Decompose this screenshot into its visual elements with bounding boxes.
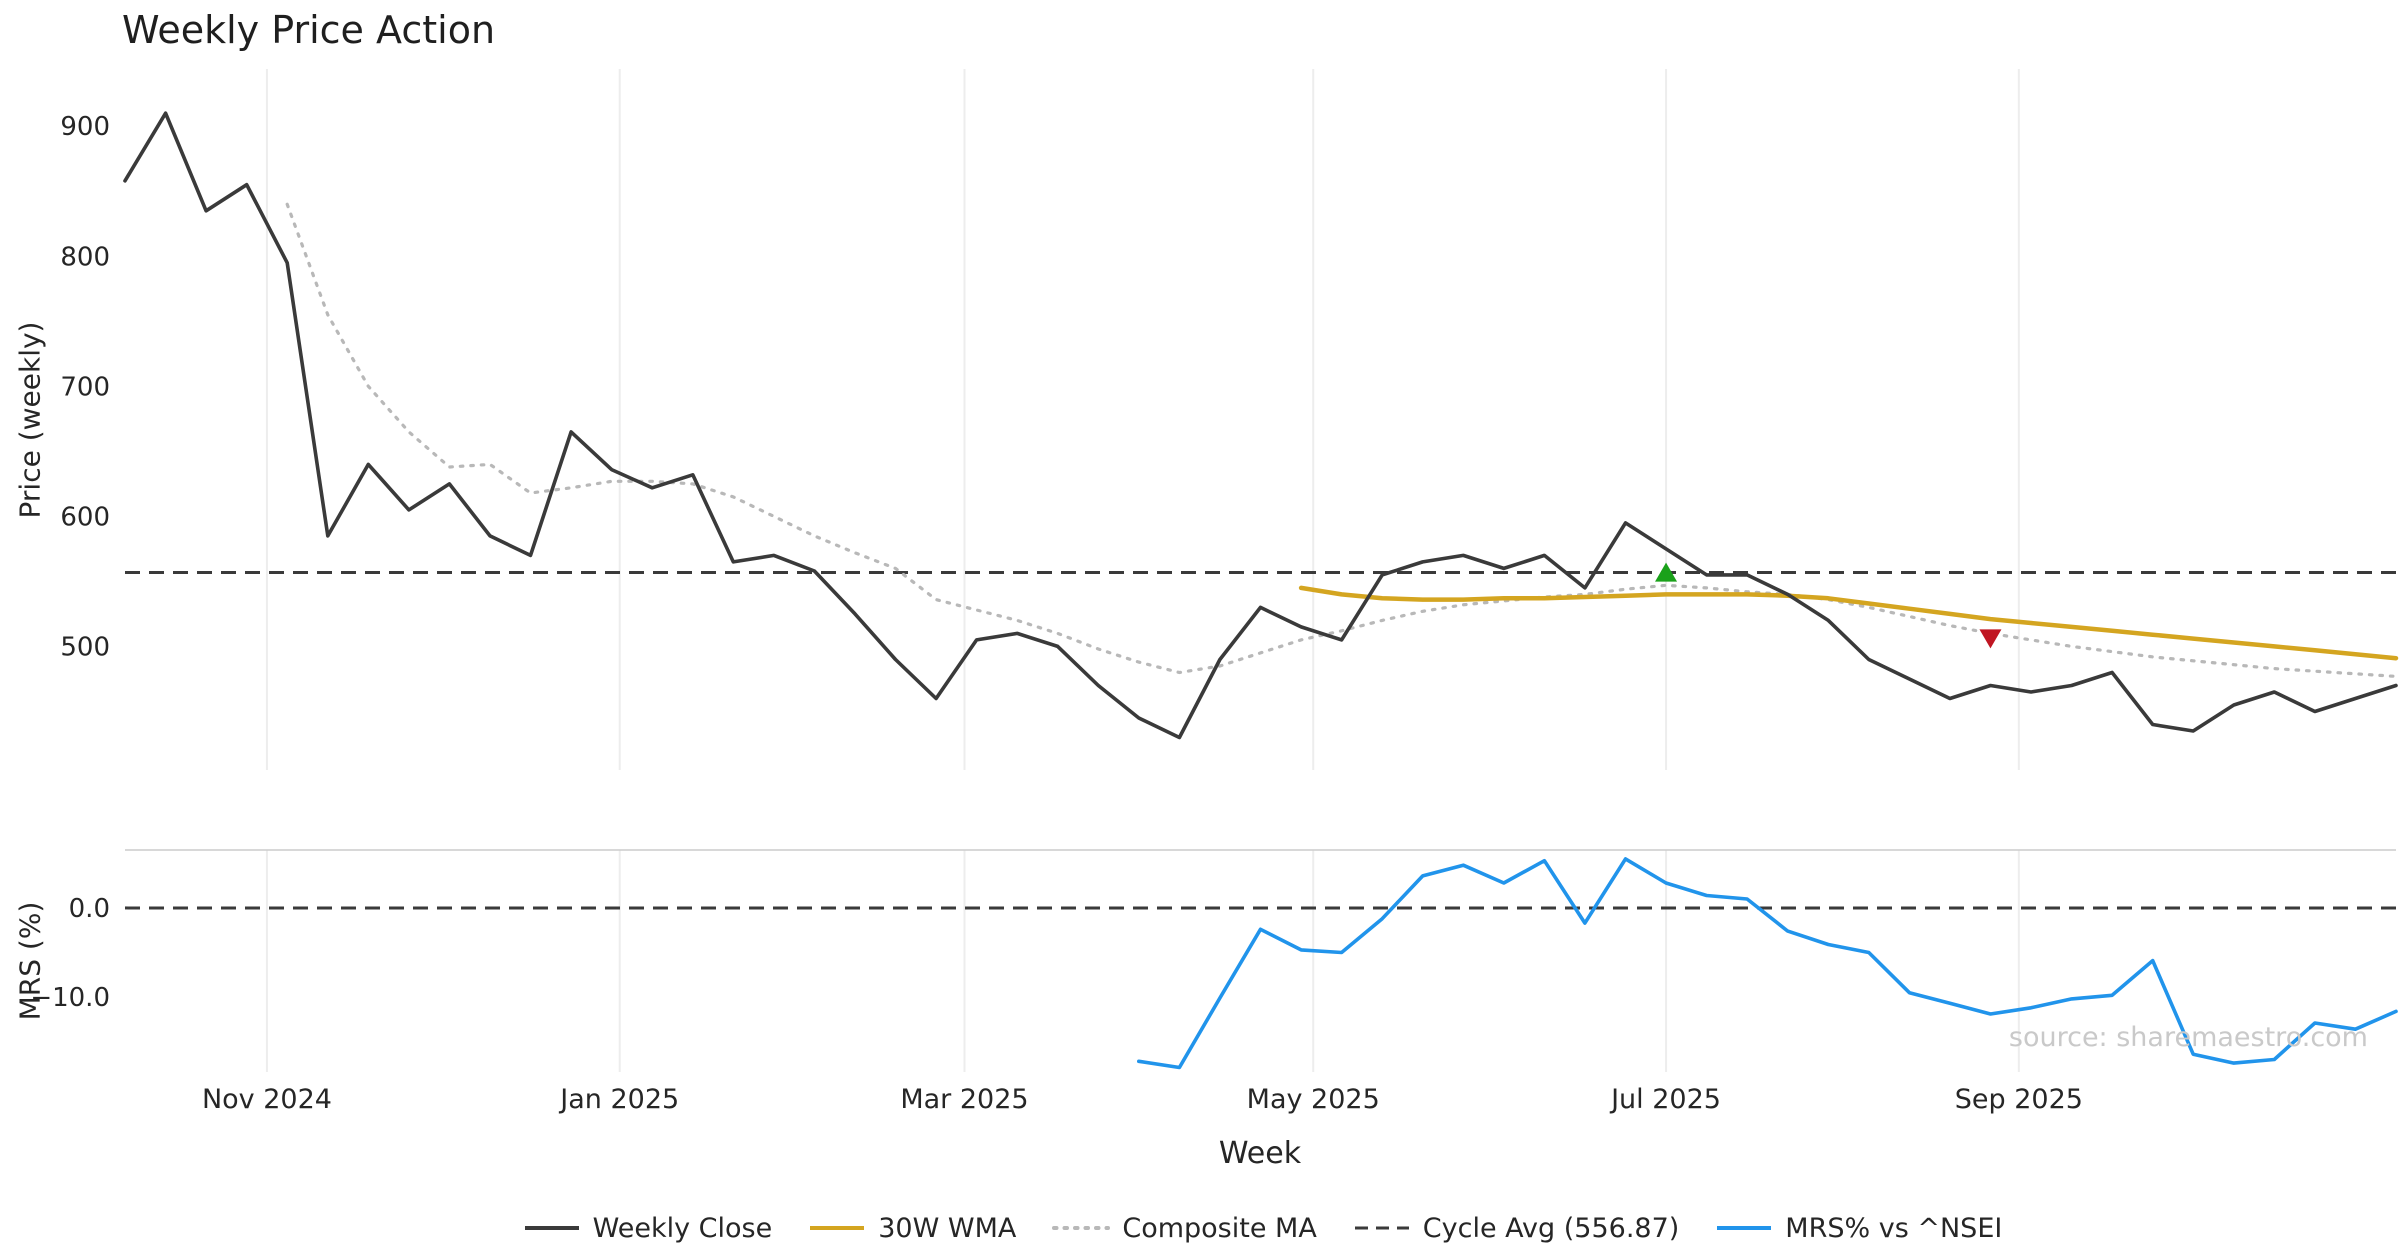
- legend-item-mrs-vs-nsei: MRS% vs ^NSEI: [1715, 1213, 2002, 1244]
- x-axis-title: Week: [1218, 1136, 1302, 1171]
- legend-item-composite-ma: Composite MA: [1052, 1212, 1317, 1244]
- legend-line-sample-icon: [1052, 1226, 1111, 1230]
- chart-title: Weekly Price Action: [122, 8, 496, 52]
- chart-legend: Weekly Close 30W WMA Composite MA Cycle Avg…: [125, 1204, 2400, 1252]
- series-weekly-close-line: [123, 111, 2398, 740]
- legend-label: 30W WMA: [878, 1212, 1017, 1244]
- price-y-axis-title: Price (weekly): [13, 321, 47, 519]
- price-y-tick-label: 800: [60, 242, 110, 272]
- x-tick-label: Jul 2025: [1609, 1084, 1721, 1115]
- sell-signal-marker: [1979, 629, 2002, 649]
- legend-label: Weekly Close: [592, 1212, 773, 1244]
- mrs-y-axis-title: MRS (%): [13, 901, 47, 1021]
- legend-label: Cycle Avg (556.87): [1422, 1212, 1680, 1244]
- legend-line-sample-icon: [810, 1226, 865, 1230]
- x-tick-label: Mar 2025: [900, 1084, 1028, 1115]
- price-y-tick-label: 500: [60, 632, 110, 662]
- legend-label: Composite MA: [1122, 1212, 1317, 1244]
- legend-line-sample-icon: [1717, 1226, 1772, 1230]
- series-mrs-vs-nsei-line: [1137, 857, 2398, 1070]
- price-y-tick-label: 600: [60, 502, 110, 532]
- x-tick-label: Nov 2024: [202, 1084, 332, 1115]
- x-tick-label: May 2025: [1247, 1084, 1380, 1115]
- legend-line-sample-icon: [524, 1226, 579, 1230]
- buy-signal-marker: [1655, 562, 1678, 582]
- legend-item-cycle-avg-556-87: Cycle Avg (556.87): [1353, 1212, 1680, 1244]
- x-tick-label: Sep 2025: [1955, 1084, 2083, 1115]
- series-composite-ma-line: [285, 202, 2398, 678]
- source-watermark: source: sharemaestro.com: [2008, 1022, 2368, 1053]
- mrs-y-tick-label: −10.0: [30, 983, 110, 1013]
- x-tick-label: Jan 2025: [558, 1084, 679, 1115]
- legend-label: MRS% vs ^NSEI: [1785, 1212, 2003, 1244]
- mrs-y-tick-label: 0.0: [69, 894, 110, 924]
- legend-item-30w-wma: 30W WMA: [808, 1213, 1016, 1244]
- price-y-tick-label: 700: [60, 372, 110, 402]
- price-y-tick-label: 900: [60, 112, 110, 142]
- legend-line-sample-icon: [1354, 1226, 1409, 1230]
- series-30w-wma-line: [1298, 585, 2399, 661]
- legend-item-weekly-close: Weekly Close: [523, 1212, 773, 1244]
